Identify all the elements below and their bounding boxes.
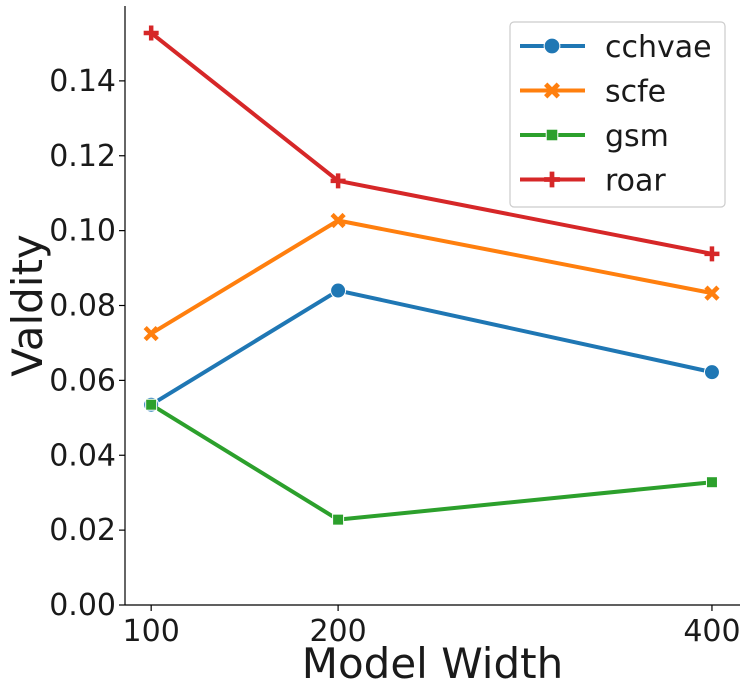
y-tick-label: 0.10 (49, 214, 116, 249)
y-tick-label: 0.14 (49, 64, 116, 99)
x-ticks: 100 200 400 (123, 605, 741, 649)
y-tick-label: 0.04 (49, 438, 116, 473)
legend-label: gsm (605, 119, 669, 154)
data-point-scfe (330, 212, 346, 229)
legend-entry-gsm: gsm (520, 119, 669, 154)
data-point-roar (704, 246, 720, 262)
data-point-roar (330, 173, 346, 189)
legend-marker (544, 171, 560, 188)
series-layer (143, 25, 720, 526)
x-tick-label: 400 (683, 614, 740, 649)
y-tick-label: 0.00 (49, 588, 116, 623)
y-ticks: 0.00 0.02 0.04 0.06 0.08 0.10 0.12 0.14 (49, 64, 125, 623)
series-line-cchvae (150, 288, 713, 407)
series-gsm (145, 398, 718, 526)
x-tick-label: 200 (309, 614, 366, 649)
legend-entry-roar: roar (520, 164, 666, 199)
data-point-gsm (705, 476, 718, 489)
y-tick-label: 0.06 (49, 363, 116, 398)
y-tick-label: 0.12 (49, 139, 116, 174)
legend-frame (509, 21, 726, 208)
data-point-cchvae (703, 364, 720, 381)
data-point-gsm (145, 398, 158, 411)
legend-label: cchvae (605, 30, 712, 65)
legend-label: roar (605, 164, 666, 199)
y-axis-title: Valdity (3, 234, 52, 377)
data-point-gsm (332, 513, 345, 526)
legend-label: scfe (605, 75, 666, 110)
data-point-roar (143, 25, 159, 41)
data-point-scfe (704, 285, 720, 301)
data-point-scfe (143, 325, 159, 342)
legend-marker (543, 37, 561, 55)
series-line-gsm (150, 403, 713, 522)
series-roar (143, 25, 720, 262)
series-cchvae (143, 282, 720, 413)
y-tick-label: 0.02 (49, 513, 116, 548)
legend-entry-cchvae: cchvae (520, 30, 712, 65)
x-tick-label: 100 (123, 614, 180, 649)
y-tick-label: 0.08 (49, 289, 116, 324)
legend-marker (545, 128, 559, 142)
legend-entry-scfe: scfe (520, 75, 666, 110)
data-point-cchvae (330, 282, 347, 299)
legend-marker (544, 82, 560, 99)
legend: cchvae scfe gsm roar (509, 21, 726, 208)
x-axis-title: Model Width (302, 639, 563, 688)
series-scfe (143, 212, 720, 342)
